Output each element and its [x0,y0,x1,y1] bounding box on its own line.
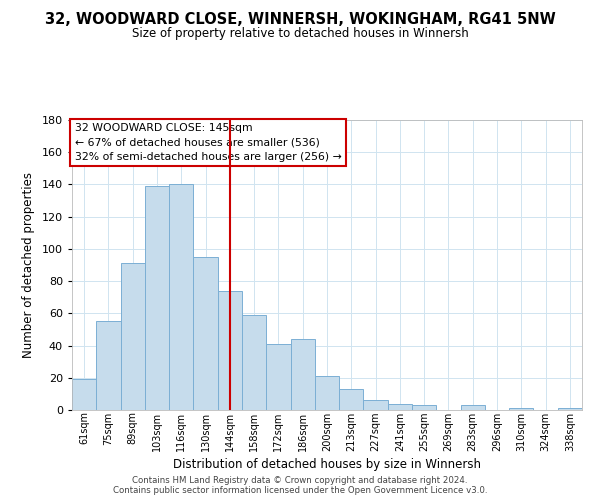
Bar [412,405,436,410]
Bar [558,408,582,410]
Bar [339,389,364,410]
Bar [388,404,412,410]
Bar [290,339,315,410]
Text: Size of property relative to detached houses in Winnersh: Size of property relative to detached ho… [131,28,469,40]
Bar [72,380,96,410]
Text: Contains public sector information licensed under the Open Government Licence v3: Contains public sector information licen… [113,486,487,495]
Bar [509,408,533,410]
Bar [121,264,145,410]
Bar [193,257,218,410]
Y-axis label: Number of detached properties: Number of detached properties [22,172,35,358]
Bar [266,344,290,410]
Text: Contains HM Land Registry data © Crown copyright and database right 2024.: Contains HM Land Registry data © Crown c… [132,476,468,485]
Bar [218,291,242,410]
Bar [461,405,485,410]
X-axis label: Distribution of detached houses by size in Winnersh: Distribution of detached houses by size … [173,458,481,471]
Text: 32 WOODWARD CLOSE: 145sqm
← 67% of detached houses are smaller (536)
32% of semi: 32 WOODWARD CLOSE: 145sqm ← 67% of detac… [74,123,341,162]
Bar [169,184,193,410]
Bar [315,376,339,410]
Text: 32, WOODWARD CLOSE, WINNERSH, WOKINGHAM, RG41 5NW: 32, WOODWARD CLOSE, WINNERSH, WOKINGHAM,… [44,12,556,28]
Bar [145,186,169,410]
Bar [242,315,266,410]
Bar [96,322,121,410]
Bar [364,400,388,410]
